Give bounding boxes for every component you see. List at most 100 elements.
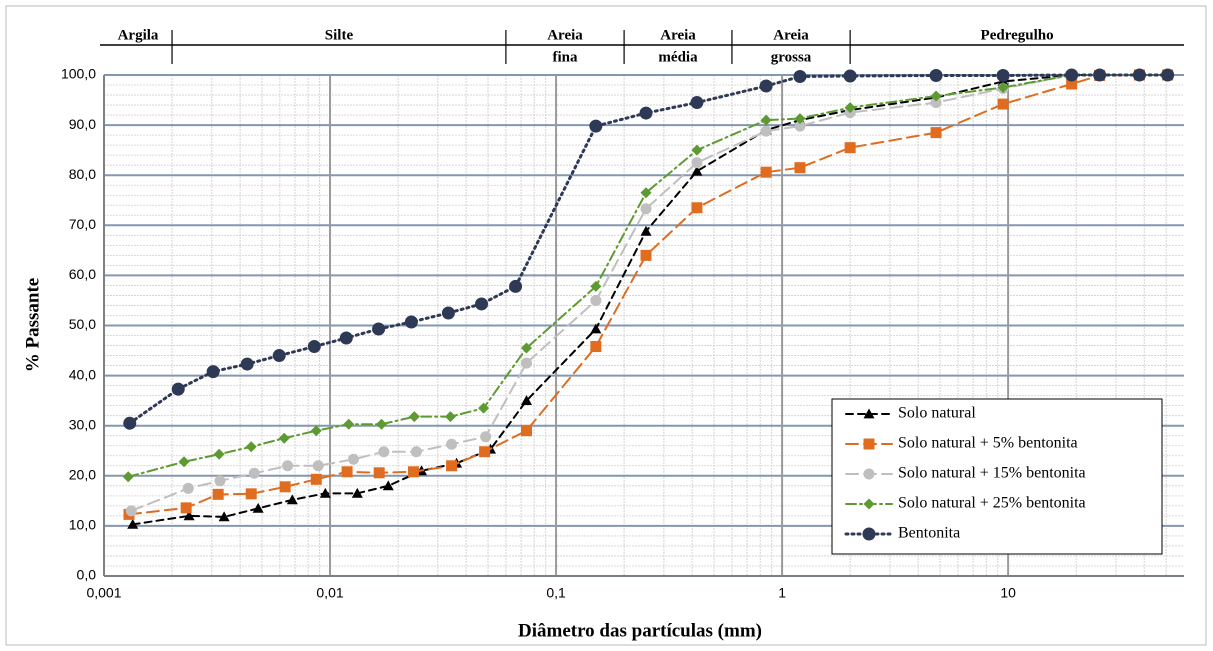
marker	[1065, 68, 1079, 82]
marker	[794, 113, 806, 125]
marker	[310, 425, 322, 437]
class-label: média	[658, 49, 698, 65]
y-tick-label: 0,0	[77, 567, 97, 583]
marker	[863, 468, 875, 480]
marker	[640, 249, 652, 261]
legend-label: Solo natural + 15% bentonita	[898, 465, 1086, 482]
marker	[286, 494, 298, 505]
marker	[760, 114, 772, 126]
marker	[278, 432, 290, 444]
marker	[759, 79, 773, 93]
x-tick-label: 0,001	[86, 585, 121, 601]
marker	[446, 438, 458, 450]
marker	[178, 456, 190, 468]
marker	[376, 418, 388, 430]
class-label: Silte	[325, 27, 354, 43]
y-tick-label: 60,0	[69, 266, 96, 282]
marker	[760, 125, 772, 137]
marker	[590, 294, 602, 306]
marker	[760, 166, 772, 178]
marker	[404, 315, 418, 329]
marker	[240, 357, 254, 371]
marker	[640, 187, 652, 199]
marker	[252, 502, 264, 513]
marker	[410, 446, 422, 458]
marker	[997, 98, 1009, 110]
marker	[863, 408, 875, 419]
y-tick-label: 10,0	[69, 517, 96, 533]
marker	[248, 467, 260, 479]
marker	[589, 119, 603, 133]
marker	[343, 418, 355, 430]
x-tick-label: 10	[1000, 585, 1016, 601]
marker	[444, 411, 456, 423]
marker	[212, 488, 224, 500]
marker	[441, 306, 455, 320]
marker	[691, 144, 703, 156]
marker	[171, 382, 185, 396]
legend-box	[831, 398, 1163, 555]
class-label: Areia	[773, 27, 809, 43]
marker	[213, 448, 225, 460]
legend-label: Solo natural	[898, 405, 976, 422]
marker	[480, 431, 492, 443]
marker	[844, 102, 856, 114]
marker	[245, 488, 257, 500]
marker	[282, 460, 294, 472]
marker	[339, 331, 353, 345]
marker	[347, 453, 359, 465]
class-label: Areia	[547, 27, 583, 43]
legend: Solo natural Solo natural + 5% bentonita S…	[831, 398, 1163, 555]
marker	[446, 460, 458, 472]
marker	[691, 157, 703, 169]
marker	[640, 225, 652, 236]
marker	[793, 70, 807, 84]
marker	[521, 342, 533, 354]
legend-label: Bentonita	[898, 525, 960, 542]
marker	[122, 471, 134, 483]
marker	[183, 510, 195, 521]
marker	[182, 482, 194, 494]
marker	[372, 322, 386, 336]
marker	[378, 446, 390, 458]
marker	[1093, 68, 1107, 82]
marker	[478, 402, 490, 414]
marker	[521, 395, 533, 406]
class-label: grossa	[771, 49, 812, 65]
marker	[843, 69, 857, 83]
marker	[475, 297, 489, 311]
marker	[590, 280, 602, 292]
marker	[640, 203, 652, 215]
x-tick-label: 0,1	[546, 585, 566, 601]
y-tick-label: 50,0	[69, 316, 96, 332]
marker	[272, 349, 286, 363]
marker	[929, 69, 943, 83]
marker	[245, 441, 257, 453]
marker	[521, 357, 533, 369]
y-tick-label: 80,0	[69, 166, 96, 182]
marker	[863, 498, 875, 510]
class-label: Areia	[660, 27, 696, 43]
series	[123, 68, 1175, 430]
marker	[1161, 68, 1175, 82]
class-label: Pedregulho	[981, 27, 1054, 43]
x-axis-title: Diâmetro das partículas (mm)	[518, 620, 762, 641]
marker	[590, 323, 602, 334]
x-tick-label: 0,01	[316, 585, 343, 601]
marker	[123, 416, 137, 430]
marker	[930, 90, 942, 102]
marker	[862, 527, 876, 541]
y-tick-label: 70,0	[69, 216, 96, 232]
marker	[312, 460, 324, 472]
y-tick-label: 30,0	[69, 416, 96, 432]
y-tick-label: 20,0	[69, 467, 96, 483]
marker	[1066, 78, 1078, 90]
marker	[310, 473, 322, 485]
marker	[218, 511, 230, 522]
marker	[794, 162, 806, 174]
marker	[125, 505, 137, 517]
marker	[997, 82, 1009, 94]
series-line	[127, 74, 1169, 478]
marker	[690, 96, 704, 110]
